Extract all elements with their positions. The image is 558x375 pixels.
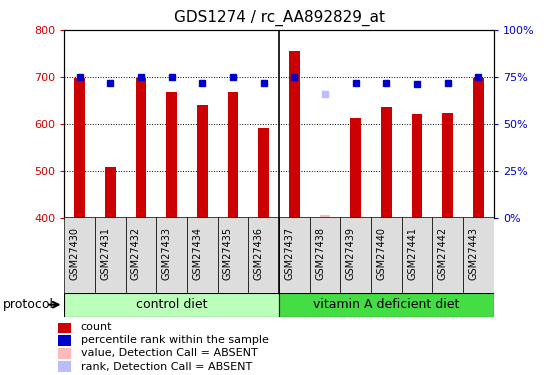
- Text: GSM27436: GSM27436: [254, 226, 263, 279]
- Bar: [64, 292, 279, 317]
- Text: GSM27438: GSM27438: [315, 226, 325, 279]
- Text: GSM27433: GSM27433: [162, 226, 171, 279]
- Bar: [473, 78, 484, 218]
- Bar: [95, 217, 126, 292]
- Bar: [381, 107, 392, 218]
- Text: vitamin A deficient diet: vitamin A deficient diet: [313, 298, 460, 311]
- Text: GSM27430: GSM27430: [70, 226, 79, 279]
- Bar: [402, 217, 432, 292]
- Text: GSM27434: GSM27434: [193, 226, 202, 279]
- Bar: [463, 217, 494, 292]
- Text: GSM27432: GSM27432: [131, 226, 141, 280]
- Bar: [74, 78, 85, 218]
- Bar: [105, 167, 116, 217]
- Text: GSM27443: GSM27443: [469, 226, 478, 279]
- Bar: [218, 217, 248, 292]
- Text: value, Detection Call = ABSENT: value, Detection Call = ABSENT: [80, 348, 257, 358]
- Bar: [320, 215, 330, 217]
- Bar: [310, 217, 340, 292]
- Bar: [371, 217, 402, 292]
- Bar: [279, 217, 310, 292]
- Bar: [248, 217, 279, 292]
- Text: GSM27435: GSM27435: [223, 226, 233, 280]
- Bar: [166, 92, 177, 218]
- Bar: [58, 334, 70, 346]
- Bar: [197, 105, 208, 218]
- Bar: [340, 217, 371, 292]
- Text: GSM27441: GSM27441: [407, 226, 417, 279]
- Bar: [432, 217, 463, 292]
- Bar: [279, 292, 494, 317]
- Text: GSM27442: GSM27442: [438, 226, 448, 280]
- Bar: [136, 78, 146, 218]
- Bar: [442, 113, 453, 218]
- Text: GSM27437: GSM27437: [285, 226, 295, 280]
- Text: percentile rank within the sample: percentile rank within the sample: [80, 335, 268, 345]
- Text: control diet: control diet: [136, 298, 208, 311]
- Bar: [187, 217, 218, 292]
- Bar: [58, 361, 70, 372]
- Text: GSM27439: GSM27439: [346, 226, 356, 279]
- Text: GSM27440: GSM27440: [377, 226, 386, 279]
- Bar: [228, 92, 238, 218]
- Bar: [350, 118, 361, 218]
- Text: protocol: protocol: [3, 298, 54, 311]
- Text: GDS1274 / rc_AA892829_at: GDS1274 / rc_AA892829_at: [174, 9, 384, 26]
- Bar: [289, 51, 300, 217]
- Text: rank, Detection Call = ABSENT: rank, Detection Call = ABSENT: [80, 362, 252, 372]
- Bar: [58, 348, 70, 359]
- Bar: [126, 217, 156, 292]
- Text: GSM27431: GSM27431: [100, 226, 110, 279]
- Text: count: count: [80, 322, 112, 332]
- Bar: [58, 321, 70, 333]
- Bar: [156, 217, 187, 292]
- Bar: [412, 114, 422, 218]
- Bar: [64, 217, 95, 292]
- Bar: [258, 128, 269, 218]
